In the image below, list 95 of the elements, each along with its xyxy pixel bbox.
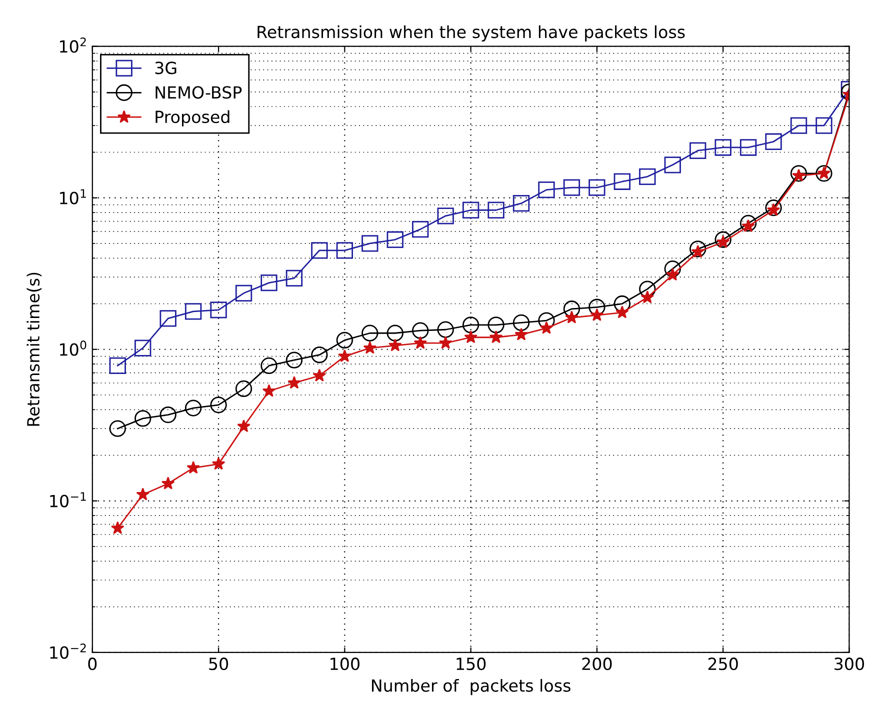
point xyxy=(512,195,530,212)
point xyxy=(362,235,378,252)
point xyxy=(134,410,152,427)
point xyxy=(437,208,454,224)
point xyxy=(160,406,176,424)
point xyxy=(464,330,478,344)
x-tick-label: 0 xyxy=(88,658,97,670)
point xyxy=(540,321,554,334)
point xyxy=(565,310,578,324)
point xyxy=(161,476,175,490)
point xyxy=(412,220,429,238)
point xyxy=(816,117,832,134)
x-tick-label: 50 xyxy=(209,658,228,670)
point xyxy=(134,340,152,356)
point xyxy=(288,376,301,389)
point xyxy=(237,419,250,432)
point xyxy=(664,156,681,174)
point xyxy=(765,133,782,150)
point xyxy=(740,139,757,156)
y-tick-label: 10$^{−1}$ xyxy=(50,492,86,508)
point xyxy=(109,420,126,437)
point xyxy=(414,336,427,349)
point xyxy=(666,268,680,281)
point xyxy=(388,338,402,352)
point xyxy=(412,322,429,339)
point xyxy=(386,231,404,248)
point xyxy=(588,179,606,196)
point xyxy=(110,521,124,534)
point xyxy=(765,199,782,216)
y-tick-label: 10$^{2}$ xyxy=(60,38,86,53)
point xyxy=(362,324,378,342)
point xyxy=(690,240,706,258)
point xyxy=(311,346,328,364)
point xyxy=(212,457,226,470)
point xyxy=(437,321,454,338)
point xyxy=(563,179,580,196)
point xyxy=(386,324,404,342)
point xyxy=(184,303,202,320)
point xyxy=(590,308,604,321)
point xyxy=(311,242,328,259)
point xyxy=(210,396,227,414)
point xyxy=(766,203,780,216)
point xyxy=(210,302,227,318)
x-tick-label: 300 xyxy=(834,658,864,670)
point xyxy=(488,316,504,334)
point xyxy=(790,165,808,182)
point xyxy=(640,290,654,304)
point xyxy=(184,400,202,416)
point xyxy=(616,306,629,318)
y-tick-label: 10$^{1}$ xyxy=(60,189,86,204)
x-tick-label: 150 xyxy=(456,658,486,670)
point xyxy=(286,270,303,287)
point xyxy=(740,214,757,232)
point xyxy=(312,368,326,382)
point xyxy=(639,168,656,185)
point xyxy=(488,202,504,218)
x-axis-title: Number of packets loss xyxy=(372,678,570,696)
point xyxy=(690,142,706,159)
point xyxy=(514,328,528,340)
point xyxy=(489,330,503,344)
point xyxy=(462,316,480,334)
point xyxy=(235,380,252,398)
point xyxy=(262,384,276,397)
point xyxy=(160,310,176,327)
point xyxy=(462,202,480,218)
x-tick-label: 250 xyxy=(708,658,738,670)
point xyxy=(186,460,200,474)
point xyxy=(716,235,730,248)
point xyxy=(336,242,353,259)
point xyxy=(338,349,352,362)
point xyxy=(363,341,377,354)
point xyxy=(438,336,452,349)
point xyxy=(260,274,278,292)
point xyxy=(664,260,681,278)
chart-title: Retransmission when the system have packets loss xyxy=(258,25,685,42)
point xyxy=(336,332,353,349)
point xyxy=(714,231,732,248)
y-axis-title: Retransmit time(s) xyxy=(26,272,42,426)
y-tick-label: 10$^{−2}$ xyxy=(50,644,86,659)
legend-label: NEMO-BSP xyxy=(156,86,242,99)
x-tick-label: 200 xyxy=(582,658,612,670)
point xyxy=(136,488,150,500)
legend-label: 3G xyxy=(155,62,176,74)
point xyxy=(235,284,252,302)
y-tick-label: 10$^{0}$ xyxy=(60,340,86,356)
point xyxy=(286,352,303,368)
point xyxy=(512,314,530,332)
point xyxy=(109,357,126,374)
point xyxy=(790,117,808,134)
x-tick-label: 100 xyxy=(330,658,360,670)
legend-label: Proposed xyxy=(156,110,230,126)
point xyxy=(614,173,630,190)
point xyxy=(260,357,278,374)
point xyxy=(538,181,555,198)
point xyxy=(714,139,732,156)
